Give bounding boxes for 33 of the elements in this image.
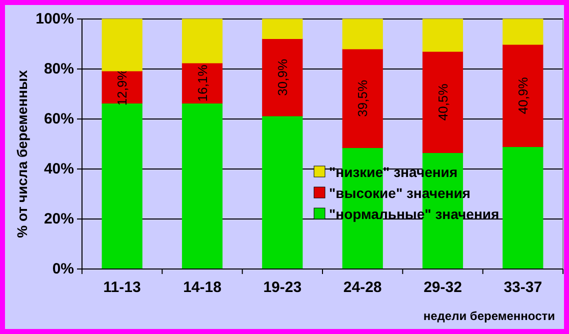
x-tick-label: 24-28 xyxy=(343,279,382,296)
y-tick-label: 80% xyxy=(44,60,74,78)
y-tick-label: 60% xyxy=(44,110,74,128)
y-tick-label: 0% xyxy=(52,260,74,278)
bar xyxy=(422,51,464,153)
bar xyxy=(502,44,544,147)
y-tick-label: 100% xyxy=(36,10,74,28)
data-label: 40,9% xyxy=(515,76,530,114)
bar xyxy=(262,116,303,270)
bar xyxy=(182,103,223,270)
bar xyxy=(422,18,464,52)
x-tick-label: 19-23 xyxy=(263,279,302,296)
data-label: 39,5% xyxy=(355,80,370,117)
y-tick-label: 40% xyxy=(44,160,74,178)
data-label: 30,9% xyxy=(274,58,290,96)
y-tick-label: 20% xyxy=(44,210,74,228)
data-label: 40,5% xyxy=(435,83,450,121)
bar xyxy=(102,103,142,270)
x-tick-label: 29-32 xyxy=(424,279,462,296)
bar xyxy=(502,146,544,270)
x-axis-title: недели беременности xyxy=(423,309,555,323)
bar xyxy=(102,18,142,72)
bar xyxy=(342,18,383,50)
x-tick-label: 33-37 xyxy=(504,279,542,296)
bar xyxy=(262,18,303,39)
x-tick-label: 14-18 xyxy=(183,279,222,296)
bar xyxy=(182,18,223,64)
data-label: 16,1% xyxy=(194,64,210,102)
bar xyxy=(342,48,383,148)
y-axis-title: % от числа беременных xyxy=(14,70,30,238)
bar xyxy=(262,38,303,116)
x-tick-label: 11-13 xyxy=(103,279,141,296)
bar xyxy=(502,18,544,45)
